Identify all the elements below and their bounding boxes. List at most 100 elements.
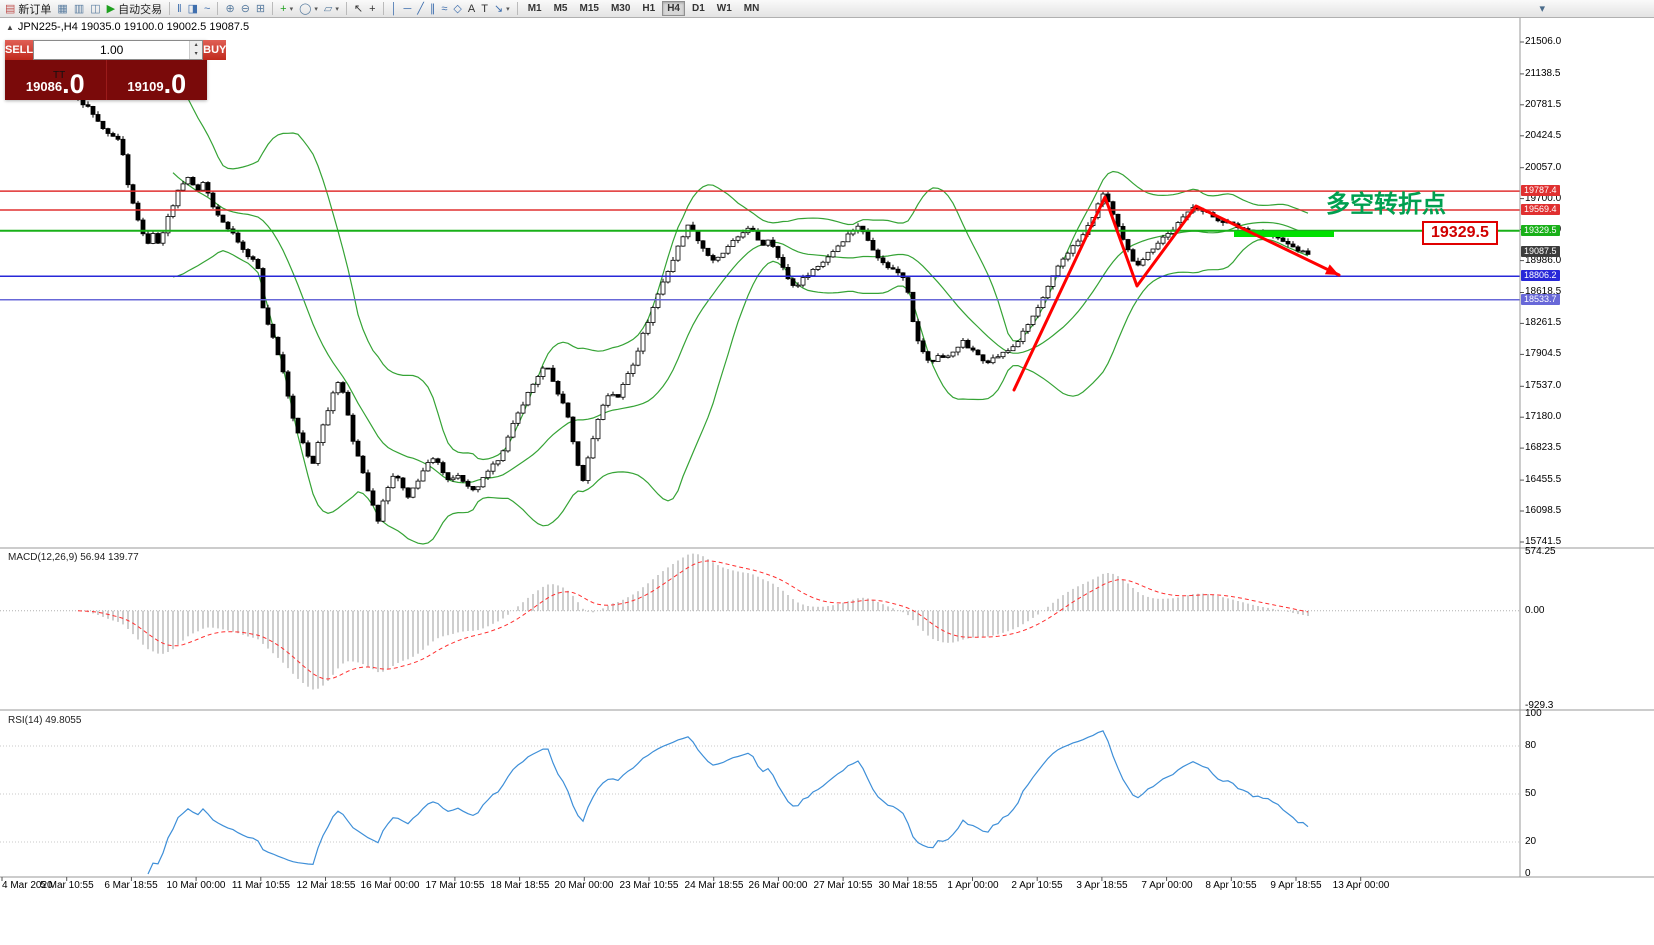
new-order-button-glyph: ▤ xyxy=(5,2,16,15)
toolbar-more-icon: ▾ xyxy=(1539,2,1545,15)
cursor-icon[interactable]: ↖ xyxy=(351,1,366,17)
profiles-icon[interactable]: ▥ xyxy=(71,1,87,17)
timeframe-button-h1[interactable]: H1 xyxy=(642,3,656,14)
timeframe-button-m15[interactable]: M15 xyxy=(579,3,599,14)
volume-input[interactable] xyxy=(34,41,190,59)
periods-icon[interactable]: ◯ ▾ xyxy=(296,1,321,17)
vertical-line-icon-glyph: │ xyxy=(390,2,398,15)
periods-icon-glyph: ◯ xyxy=(299,2,312,15)
shapes-icon-glyph: ◇ xyxy=(453,2,462,15)
line-chart-icon[interactable]: ~ xyxy=(201,1,213,17)
toolbar-separator xyxy=(217,2,219,15)
toolbar-separator xyxy=(272,2,274,15)
arrows-icon-caret: ▾ xyxy=(506,5,510,13)
chart-title-text: JPN225-,H4 19035.0 19100.0 19002.5 19087… xyxy=(17,21,250,33)
volume-decrease-button[interactable]: ▾ xyxy=(190,50,203,59)
horizontal-line-icon[interactable]: ─ xyxy=(400,1,414,17)
bar-chart-icon[interactable]: ‖ xyxy=(174,1,185,17)
bollinger-bands xyxy=(172,68,1309,545)
data-window-icon[interactable]: ◫ xyxy=(87,1,103,17)
new-order-button-label: 新订单 xyxy=(18,3,52,16)
text-label-icon-glyph: T xyxy=(481,2,488,15)
templates-icon-glyph: ▱ xyxy=(323,2,333,15)
bollinger-lower xyxy=(172,238,1309,545)
new-order-button[interactable]: ▤ 新订单 xyxy=(2,1,54,17)
macd-panel xyxy=(0,553,1520,690)
text-icon[interactable]: A xyxy=(465,1,478,17)
timeframe-button-m5[interactable]: M5 xyxy=(553,3,568,14)
indicators-add-icon-caret: ▾ xyxy=(289,5,294,13)
timeframe-button-m1[interactable]: M1 xyxy=(527,3,542,14)
buy-price[interactable]: 19109.0 xyxy=(107,60,208,100)
toolbar-separator xyxy=(382,2,384,15)
trendline-icon-glyph: ╱ xyxy=(417,2,424,15)
bollinger-middle xyxy=(172,172,1309,484)
zoom-out-icon-glyph: ⊖ xyxy=(240,2,250,15)
chart-canvas[interactable] xyxy=(0,18,1654,945)
cursor-icon-glyph: ↖ xyxy=(353,2,364,15)
buy-price-pips: .0 xyxy=(163,69,187,99)
toolbar-more-button[interactable]: ▾ xyxy=(1536,1,1548,17)
trend-arrows xyxy=(1012,195,1341,392)
timeframe-button-h4[interactable]: H4 xyxy=(662,1,685,16)
chart-title: ▲ JPN225-,H4 19035.0 19100.0 19002.5 190… xyxy=(6,21,249,33)
chart-windows-icon-glyph: ▦ xyxy=(57,2,68,15)
time-axis-ticks xyxy=(1,877,1362,881)
zoom-out-icon[interactable]: ⊖ xyxy=(238,1,253,17)
toolbar: ▤ 新订单 ▦ ▥ ◫ ▶ 自动交易 ‖ ◨ ~ ⊕ ⊖ ⊞ + ▾ ◯ ▾ ▱ ▾ ↖ + │ ─ ╱ ∥ ≈ ◇ A T ↘ ▾ M1 M5… xyxy=(0,0,1654,18)
turning-point-annotation: 多空转折点 xyxy=(1326,190,1446,218)
volume-spinner: ▴ ▾ xyxy=(189,41,203,59)
timeframe-button-mn[interactable]: MN xyxy=(743,3,760,14)
rsi-label: RSI(14) 49.8055 xyxy=(8,715,82,726)
candlestick-chart-icon[interactable]: ◨ xyxy=(185,1,201,17)
horizontal-lines xyxy=(0,190,1520,301)
one-click-toggle-icon[interactable]: ▲ xyxy=(6,22,14,32)
horizontal-line-icon-glyph: ─ xyxy=(403,2,412,15)
sell-price-main: 19086 xyxy=(25,79,63,94)
templates-icon[interactable]: ▱ ▾ xyxy=(321,1,342,17)
zoom-in-icon[interactable]: ⊕ xyxy=(222,1,237,17)
templates-icon-caret: ▾ xyxy=(335,5,339,13)
fibonacci-icon[interactable]: ≈ xyxy=(438,1,450,17)
one-click-trading-panel: SELL ▴ ▾ BUY 19086.0 19109.0 xyxy=(5,40,227,100)
sell-price[interactable]: 19086.0 xyxy=(5,60,106,100)
timeframe-button-d1[interactable]: D1 xyxy=(692,3,705,14)
indicators-add-icon-glyph: + xyxy=(280,2,287,15)
fibonacci-icon-glyph: ≈ xyxy=(441,2,448,15)
sell-button[interactable]: SELL xyxy=(5,40,34,60)
profiles-icon-glyph: ▥ xyxy=(73,2,85,15)
arrows-icon[interactable]: ↘ ▾ xyxy=(491,1,513,17)
timeframe-button-w1[interactable]: W1 xyxy=(716,3,732,14)
zoom-in-icon-glyph: ⊕ xyxy=(225,2,235,15)
price-divider xyxy=(105,60,107,100)
volume-increase-button[interactable]: ▴ xyxy=(190,41,203,50)
line-chart-icon-glyph: ~ xyxy=(204,2,211,15)
equidistant-channel-icon-glyph: ∥ xyxy=(429,2,436,15)
periods-icon-caret: ▾ xyxy=(314,5,318,13)
shapes-icon[interactable]: ◇ xyxy=(450,1,464,17)
buy-price-main: 19109 xyxy=(127,79,164,94)
candlestick-chart-icon-glyph: ◨ xyxy=(187,2,199,15)
bollinger-upper xyxy=(172,68,1309,461)
candles xyxy=(75,96,1311,524)
equidistant-channel-icon[interactable]: ∥ xyxy=(427,1,439,17)
chart-windows-icon[interactable]: ▦ xyxy=(54,1,70,17)
rsi-panel xyxy=(0,730,1520,875)
sell-price-pips: .0 xyxy=(62,69,85,99)
chart-area: 21506.0 21138.5 20781.5 20424.5 20057.0 19700… xyxy=(0,18,1654,945)
vertical-line-icon[interactable]: │ xyxy=(388,1,401,17)
toolbar-separator xyxy=(169,2,171,15)
data-window-icon-glyph: ◫ xyxy=(90,2,101,15)
trendline-icon[interactable]: ╱ xyxy=(414,1,427,17)
autotrading-button[interactable]: ▶ 自动交易 xyxy=(104,1,165,17)
buy-button[interactable]: BUY xyxy=(203,40,227,60)
tile-windows-icon[interactable]: ⊞ xyxy=(253,1,268,17)
text-label-icon[interactable]: T xyxy=(478,1,491,17)
text-icon-glyph: A xyxy=(467,2,476,15)
timeframe-button-m30[interactable]: M30 xyxy=(610,3,631,14)
indicators-add-icon[interactable]: + ▾ xyxy=(277,1,296,17)
crosshair-icon[interactable]: + xyxy=(366,1,378,17)
autotrading-button-glyph: ▶ xyxy=(106,2,116,15)
autotrading-button-label: 自动交易 xyxy=(118,3,163,16)
arrows-icon-glyph: ↘ xyxy=(493,2,504,15)
